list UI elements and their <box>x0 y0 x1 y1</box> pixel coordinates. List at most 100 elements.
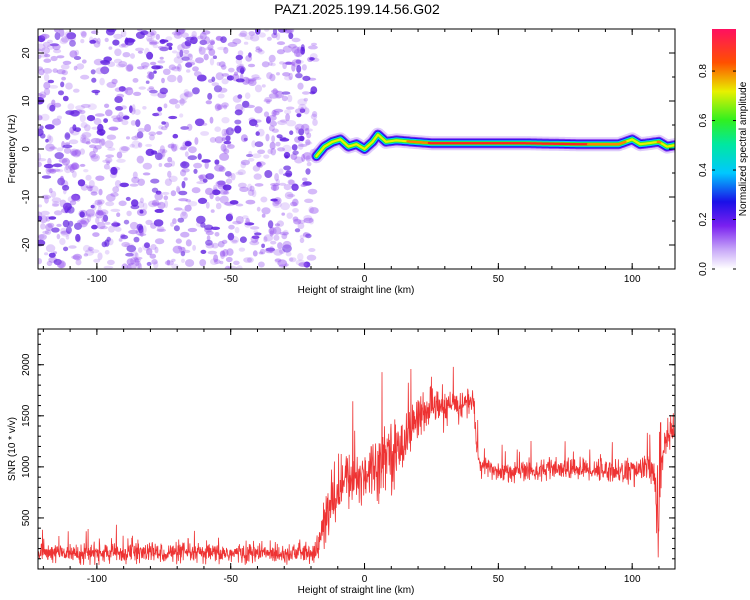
noise-speckle <box>214 126 221 132</box>
noise-speckle <box>44 252 49 256</box>
noise-speckle <box>84 249 94 256</box>
noise-speckle <box>261 84 266 88</box>
noise-speckle <box>186 69 191 73</box>
noise-speckle <box>59 29 65 37</box>
noise-speckle <box>121 241 130 248</box>
colorbar-tick-label: 0.8 <box>698 64 709 78</box>
noise-speckle <box>192 244 197 251</box>
noise-speckle <box>38 43 46 52</box>
noise-speckle <box>288 179 296 185</box>
noise-speckle <box>73 88 80 93</box>
noise-speckle <box>95 216 100 225</box>
noise-speckle <box>250 34 260 42</box>
noise-speckle <box>131 199 139 207</box>
noise-speckle <box>303 107 310 115</box>
noise-speckle <box>244 92 251 99</box>
noise-speckle <box>247 257 254 263</box>
noise-speckle <box>209 137 217 143</box>
noise-speckle <box>116 114 121 120</box>
noise-speckle <box>257 149 266 155</box>
noise-speckle <box>168 175 178 182</box>
noise-speckle <box>297 142 304 150</box>
noise-speckle <box>286 120 297 127</box>
noise-speckle <box>41 194 52 200</box>
noise-speckle <box>99 226 108 230</box>
noise-speckle <box>157 201 166 209</box>
noise-speckle <box>81 31 87 38</box>
noise-speckle <box>172 218 177 225</box>
noise-speckle <box>214 103 224 110</box>
noise-speckle <box>89 185 99 194</box>
noise-speckle <box>62 184 70 191</box>
noise-speckle <box>125 64 134 72</box>
noise-speckle <box>137 127 146 133</box>
noise-speckle <box>67 196 76 203</box>
noise-speckle <box>136 155 144 164</box>
noise-speckle <box>199 259 207 267</box>
noise-speckle <box>75 259 82 266</box>
spectrogram-plot-area <box>38 29 675 269</box>
noise-speckle <box>269 141 276 150</box>
noise-speckle <box>51 203 60 207</box>
noise-speckle <box>282 45 293 53</box>
noise-speckle <box>58 90 64 96</box>
noise-speckle <box>248 52 252 58</box>
noise-speckle <box>60 175 64 184</box>
noise-speckle <box>235 216 244 224</box>
noise-speckle <box>56 260 66 269</box>
noise-speckle <box>38 204 43 208</box>
noise-speckle <box>253 232 262 236</box>
noise-speckle <box>247 63 256 68</box>
noise-speckle <box>146 38 154 43</box>
y-tick-label: 1500 <box>21 404 32 427</box>
noise-speckle <box>151 202 162 206</box>
noise-speckle <box>263 234 274 242</box>
noise-speckle <box>69 50 78 58</box>
noise-speckle <box>209 116 214 124</box>
noise-speckle <box>227 265 237 269</box>
noise-speckle <box>178 190 188 196</box>
noise-speckle <box>79 163 86 167</box>
noise-speckle <box>247 189 255 196</box>
noise-speckle <box>170 190 177 197</box>
noise-speckle <box>145 31 155 37</box>
noise-speckle <box>106 81 117 88</box>
noise-speckle <box>275 141 281 147</box>
noise-speckle <box>216 61 221 66</box>
noise-speckle <box>220 64 227 70</box>
noise-speckle <box>240 159 250 166</box>
noise-speckle <box>222 184 232 191</box>
noise-speckle <box>183 177 188 181</box>
x-tick-label: -100 <box>87 274 107 285</box>
noise-speckle <box>264 29 270 32</box>
noise-speckle <box>125 38 136 43</box>
noise-speckle <box>154 246 159 254</box>
noise-speckle <box>211 189 221 196</box>
noise-speckle <box>50 190 57 198</box>
noise-speckle <box>234 119 242 125</box>
noise-speckle <box>281 95 288 102</box>
noise-speckle <box>111 78 118 85</box>
noise-speckle <box>298 262 308 267</box>
noise-speckle <box>144 47 150 56</box>
noise-speckle <box>223 148 230 154</box>
noise-speckle <box>167 74 177 83</box>
noise-speckle <box>79 114 86 123</box>
noise-speckle <box>113 33 123 40</box>
noise-speckle <box>126 258 135 266</box>
noise-speckle <box>285 170 293 178</box>
noise-speckle <box>297 253 304 261</box>
noise-speckle <box>105 154 114 158</box>
noise-speckle <box>174 103 181 109</box>
noise-speckle <box>91 77 97 83</box>
noise-speckle <box>301 123 310 131</box>
noise-speckle <box>295 59 302 64</box>
noise-speckle <box>78 220 88 228</box>
spectrogram-x-axis-label: Height of straight line (km) <box>298 285 415 296</box>
noise-speckle <box>105 201 115 207</box>
noise-speckle <box>38 153 42 161</box>
noise-speckle <box>205 187 214 195</box>
noise-speckle <box>204 161 209 169</box>
noise-speckle <box>62 60 72 65</box>
noise-speckle <box>50 55 58 62</box>
